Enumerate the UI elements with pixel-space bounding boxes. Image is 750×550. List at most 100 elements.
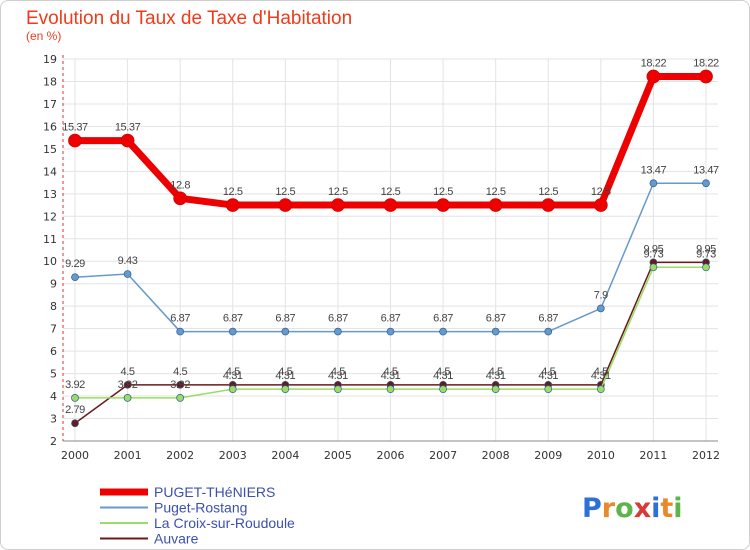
data-label: 4.5 <box>278 366 292 378</box>
data-label: 6.87 <box>538 313 558 325</box>
axes: 2 3 4 5 6 7 8 9 10 11 12 13 14 15 16 17 18 19 2000 2001 2002… <box>43 53 720 462</box>
y-tick-label: 9 <box>50 278 57 291</box>
data-point <box>176 327 185 336</box>
y-tick-label: 6 <box>50 345 57 358</box>
logo-letter: r <box>602 493 616 524</box>
data-point <box>331 198 345 212</box>
data-point <box>702 179 710 188</box>
proxiti-logo: Proxiti <box>582 493 683 524</box>
data-label: 12.5 <box>486 186 506 198</box>
data-label: 4.31 <box>328 370 348 382</box>
data-point <box>491 327 500 336</box>
y-tick-label: 12 <box>43 210 57 223</box>
data-point <box>334 385 342 393</box>
y-tick-label: 3 <box>50 413 57 426</box>
data-label: 15.37 <box>62 122 88 134</box>
data-point <box>541 198 556 212</box>
x-tick-label: 2011 <box>639 449 667 462</box>
data-point <box>281 327 290 336</box>
x-tick-label: 2010 <box>587 449 615 462</box>
data-point <box>436 198 450 212</box>
logo-letter: t <box>660 493 673 524</box>
chart-subtitle: (en %) <box>26 29 61 43</box>
data-point <box>228 327 237 336</box>
data-label: 4.5 <box>541 366 555 378</box>
data-label: 6.87 <box>381 313 401 325</box>
y-tick-label: 15 <box>43 143 57 156</box>
data-label: 6.87 <box>433 313 453 325</box>
data-point <box>488 198 503 212</box>
data-label: 12.8 <box>170 179 190 191</box>
legend-label: La Croix-sur-Roudoule <box>154 515 295 531</box>
data-label: 4.5 <box>121 366 135 378</box>
data-label: 13.47 <box>641 164 667 176</box>
data-label: 4.31 <box>591 370 611 382</box>
legend-label: Auvare <box>154 531 199 547</box>
x-tick-label: 2008 <box>482 449 510 462</box>
data-point <box>173 191 188 206</box>
data-point <box>649 179 658 188</box>
data-label: 12.5 <box>275 186 295 198</box>
data-label: 6.87 <box>275 313 295 325</box>
data-label: 13.47 <box>693 164 719 176</box>
data-point <box>334 327 342 336</box>
data-point <box>123 270 132 278</box>
data-point <box>71 394 79 402</box>
x-tick-label: 2007 <box>429 449 457 462</box>
data-label: 6.87 <box>170 313 190 325</box>
data-label: 6.87 <box>486 313 506 325</box>
data-label: 4.5 <box>226 366 240 378</box>
data-label: 12.5 <box>591 186 611 198</box>
data-label: 4.5 <box>594 366 608 378</box>
legend-label: Puget-Rostang <box>154 500 247 516</box>
x-tick-label: 2012 <box>692 449 720 462</box>
data-point <box>596 385 605 393</box>
data-point <box>646 69 661 84</box>
data-label: 18.22 <box>693 58 719 70</box>
data-label: 3.92 <box>118 379 138 391</box>
data-label: 4.31 <box>223 370 243 382</box>
data-label: 4.5 <box>436 366 450 378</box>
data-label: 6.87 <box>223 313 243 325</box>
data-point <box>228 385 237 393</box>
data-label: 12.5 <box>433 186 453 198</box>
logo-letter: i <box>651 493 660 524</box>
data-point <box>439 327 447 336</box>
x-tick-label: 2001 <box>114 449 142 462</box>
data-point <box>176 394 185 402</box>
data-point <box>176 380 185 389</box>
data-point <box>225 198 240 212</box>
data-label: 2.79 <box>65 404 85 416</box>
data-point <box>593 198 608 212</box>
data-label: 4.5 <box>173 366 187 378</box>
data-point <box>71 419 79 428</box>
series-lines <box>68 69 713 428</box>
y-tick-label: 8 <box>50 300 57 313</box>
data-point <box>702 263 710 272</box>
data-point <box>439 385 447 393</box>
data-label: 18.22 <box>641 58 667 70</box>
data-point <box>123 394 132 402</box>
data-label: 12.5 <box>538 186 558 198</box>
y-tick-label: 10 <box>43 255 57 268</box>
y-tick-label: 11 <box>43 233 57 246</box>
data-point <box>649 263 658 272</box>
data-label: 15.37 <box>115 122 141 134</box>
x-tick-label: 2009 <box>534 449 562 462</box>
data-label: 12.5 <box>328 186 348 198</box>
x-tick-label: 2000 <box>61 449 89 462</box>
y-tick-label: 4 <box>50 390 57 403</box>
data-label: 9.95 <box>644 243 664 255</box>
data-label: 9.95 <box>696 243 716 255</box>
data-label: 4.5 <box>489 366 503 378</box>
data-point <box>699 69 713 84</box>
logo-letter: o <box>615 493 634 524</box>
y-tick-label: 16 <box>43 120 57 133</box>
chart-title: Evolution du Taux de Taxe d'Habitation <box>26 8 352 29</box>
logo-letter: i <box>673 493 682 524</box>
logo-letter: x <box>634 493 651 524</box>
x-tick-label: 2003 <box>219 449 247 462</box>
data-point <box>68 133 82 148</box>
data-point <box>123 380 132 389</box>
y-tick-label: 17 <box>43 98 57 111</box>
